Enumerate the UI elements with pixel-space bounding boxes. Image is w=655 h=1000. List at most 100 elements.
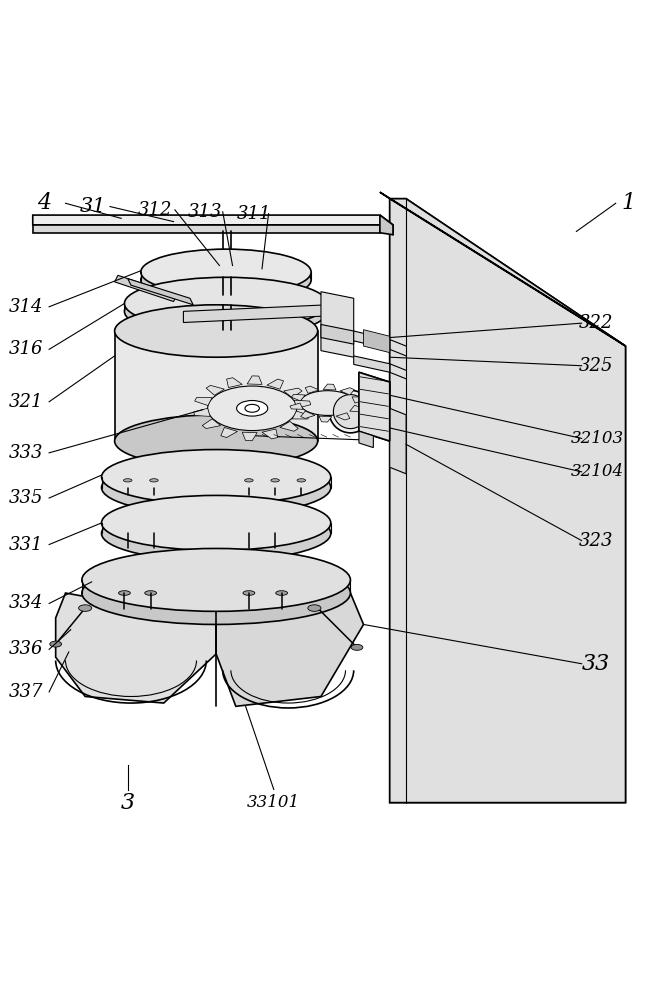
Polygon shape	[183, 305, 328, 322]
Polygon shape	[390, 199, 626, 803]
Ellipse shape	[243, 591, 255, 595]
Polygon shape	[290, 403, 303, 409]
Ellipse shape	[124, 277, 328, 330]
Polygon shape	[194, 408, 210, 416]
Polygon shape	[340, 388, 354, 395]
Text: 335: 335	[9, 489, 43, 507]
Ellipse shape	[102, 495, 331, 550]
Text: 32103: 32103	[571, 430, 624, 447]
Polygon shape	[380, 215, 393, 235]
Ellipse shape	[82, 548, 350, 611]
Polygon shape	[380, 192, 626, 346]
Ellipse shape	[119, 591, 130, 595]
Text: 331: 331	[9, 536, 43, 554]
Polygon shape	[354, 331, 390, 349]
Ellipse shape	[115, 305, 318, 357]
Ellipse shape	[124, 285, 328, 338]
Polygon shape	[33, 225, 380, 233]
Polygon shape	[292, 411, 310, 419]
Ellipse shape	[82, 562, 350, 624]
Text: 313: 313	[188, 203, 222, 221]
Text: 337: 337	[9, 683, 43, 701]
Polygon shape	[359, 372, 390, 441]
Polygon shape	[128, 279, 193, 305]
Ellipse shape	[208, 386, 297, 431]
Polygon shape	[102, 477, 331, 488]
Text: 3: 3	[121, 792, 135, 814]
Polygon shape	[267, 379, 284, 389]
Polygon shape	[359, 372, 390, 441]
Text: 333: 333	[9, 444, 43, 462]
Polygon shape	[390, 199, 626, 803]
Text: 323: 323	[579, 532, 613, 550]
Polygon shape	[102, 523, 331, 533]
Polygon shape	[115, 331, 318, 441]
Ellipse shape	[236, 401, 268, 416]
Polygon shape	[350, 405, 364, 412]
Polygon shape	[221, 427, 238, 438]
Polygon shape	[301, 411, 315, 418]
Ellipse shape	[50, 641, 62, 647]
Polygon shape	[242, 432, 257, 441]
Polygon shape	[305, 386, 319, 393]
Text: 334: 334	[9, 594, 43, 612]
Polygon shape	[323, 384, 336, 390]
Text: 312: 312	[138, 201, 172, 219]
Polygon shape	[352, 397, 365, 403]
Polygon shape	[247, 376, 262, 384]
Text: 33: 33	[582, 653, 610, 675]
Text: 32104: 32104	[571, 463, 624, 480]
Ellipse shape	[300, 391, 355, 415]
Polygon shape	[321, 292, 354, 357]
Polygon shape	[294, 400, 310, 408]
Text: 316: 316	[9, 340, 43, 358]
Text: 1: 1	[622, 192, 636, 214]
Text: 31: 31	[80, 197, 106, 216]
Ellipse shape	[297, 479, 305, 482]
Polygon shape	[364, 330, 390, 353]
Ellipse shape	[245, 479, 253, 482]
Polygon shape	[195, 398, 212, 406]
Text: 311: 311	[237, 205, 271, 223]
Text: 325: 325	[579, 357, 613, 375]
Polygon shape	[321, 324, 354, 344]
Ellipse shape	[79, 605, 92, 611]
Ellipse shape	[124, 479, 132, 482]
Ellipse shape	[102, 506, 331, 561]
Polygon shape	[262, 429, 278, 439]
Text: 322: 322	[579, 314, 613, 332]
Ellipse shape	[145, 591, 157, 595]
Polygon shape	[319, 416, 332, 422]
Polygon shape	[336, 413, 350, 420]
Polygon shape	[354, 356, 390, 372]
Ellipse shape	[276, 591, 288, 595]
Ellipse shape	[308, 605, 321, 611]
Polygon shape	[359, 431, 373, 448]
Polygon shape	[390, 408, 406, 474]
Ellipse shape	[351, 644, 363, 650]
Polygon shape	[82, 580, 350, 593]
Polygon shape	[115, 275, 177, 302]
Text: 336: 336	[9, 640, 43, 658]
Ellipse shape	[102, 460, 331, 515]
Ellipse shape	[141, 249, 311, 295]
Polygon shape	[206, 385, 225, 395]
Polygon shape	[33, 215, 393, 235]
Text: 33101: 33101	[247, 794, 301, 811]
Ellipse shape	[115, 415, 318, 467]
Polygon shape	[280, 421, 298, 431]
Polygon shape	[56, 593, 216, 703]
Polygon shape	[202, 419, 221, 429]
Text: 314: 314	[9, 298, 43, 316]
Text: 4: 4	[37, 192, 52, 214]
Text: 321: 321	[9, 393, 43, 411]
Polygon shape	[216, 593, 364, 706]
Ellipse shape	[102, 450, 331, 505]
Polygon shape	[291, 394, 305, 401]
Ellipse shape	[149, 479, 158, 482]
Ellipse shape	[141, 257, 311, 303]
Ellipse shape	[329, 390, 372, 433]
Ellipse shape	[333, 395, 367, 429]
Ellipse shape	[271, 479, 279, 482]
Ellipse shape	[245, 404, 259, 412]
